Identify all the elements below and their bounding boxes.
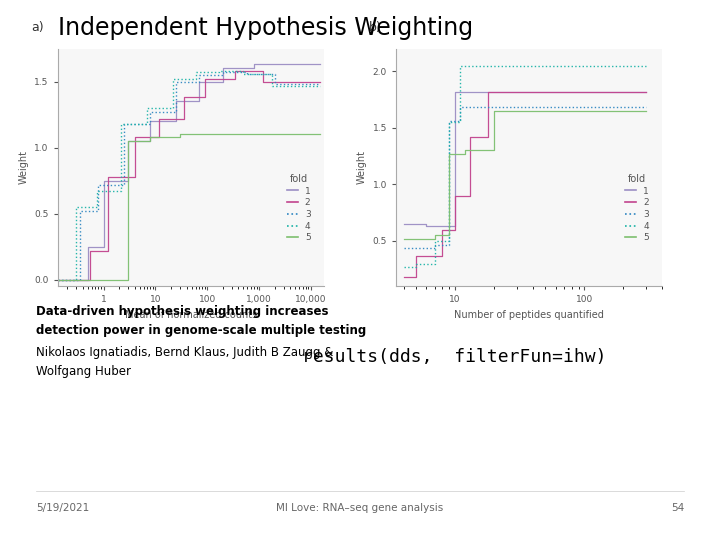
Text: Nikolaos Ignatiadis, Bernd Klaus, Judith B Zaugg &: Nikolaos Ignatiadis, Bernd Klaus, Judith… (36, 346, 333, 359)
Y-axis label: Weight: Weight (357, 151, 367, 184)
Text: b): b) (369, 22, 382, 35)
Text: Data-driven hypothesis weighting increases: Data-driven hypothesis weighting increas… (36, 305, 328, 318)
Text: results(dds,  filterFun=ihw): results(dds, filterFun=ihw) (302, 348, 607, 366)
Legend: 1, 2, 3, 4, 5: 1, 2, 3, 4, 5 (621, 170, 652, 246)
Text: 5/19/2021: 5/19/2021 (36, 503, 89, 512)
Text: MI Love: RNA–seq gene analysis: MI Love: RNA–seq gene analysis (276, 503, 444, 512)
Legend: 1, 2, 3, 4, 5: 1, 2, 3, 4, 5 (283, 170, 314, 246)
Text: 54: 54 (671, 503, 684, 512)
Text: Wolfgang Huber: Wolfgang Huber (36, 364, 131, 377)
X-axis label: Number of peptides quantified: Number of peptides quantified (454, 310, 604, 320)
Y-axis label: Weight: Weight (19, 151, 29, 184)
Text: a): a) (31, 22, 44, 35)
Text: Independent Hypothesis Weighting: Independent Hypothesis Weighting (58, 16, 473, 40)
Text: detection power in genome-scale multiple testing: detection power in genome-scale multiple… (36, 324, 366, 337)
X-axis label: Mean of normalized counts: Mean of normalized counts (125, 310, 257, 320)
